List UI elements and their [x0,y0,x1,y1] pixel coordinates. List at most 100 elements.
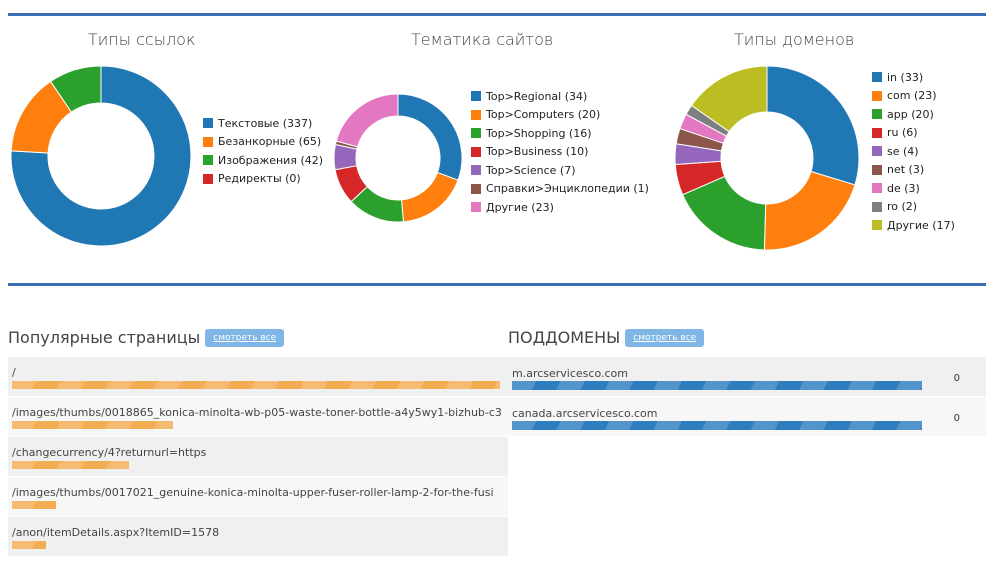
donut-slice [690,66,768,133]
popularity-bar [12,541,46,549]
legend-item: Другие (23) [471,198,649,217]
legend-label: Редиректы (0) [218,172,301,186]
legend-swatch [872,146,882,157]
subdomain-name[interactable]: m.arcservicesco.com [512,367,628,380]
legend-swatch [471,146,481,157]
legend-label: Другие (17) [887,218,955,232]
legend-label: Top>Science (7) [486,163,576,177]
legend-item: Top>Science (7) [471,161,649,180]
legend-item: Изображения (42) [203,151,323,170]
legend-label: de (3) [887,181,920,195]
legend-swatch [203,155,213,166]
legend-swatch [203,118,213,129]
legend-item: net (3) [872,161,955,180]
popular-pages-see-all-button[interactable]: смотреть все [205,328,285,347]
subdomain-name[interactable]: canada.arcservicesco.com [512,407,658,420]
site-topics-chart: Тематика сайтов Top>Regional (34) Top>Com… [330,26,660,276]
subdomains-table: m.arcservicesco.com 0 canada.arcservicesco… [508,357,986,437]
legend-label: Top>Shopping (16) [486,126,592,140]
domain-types-donut [675,66,859,250]
legend-label: Top>Business (10) [486,145,589,159]
donut-slice [763,170,856,250]
legend-label: com (23) [887,89,937,103]
page-path[interactable]: /images/thumbs/0017021_genuine-konica-mi… [12,486,494,499]
chart-title: Типы ссылок [88,30,196,49]
popularity-bar [12,421,173,429]
top-divider [8,13,986,16]
table-row[interactable]: m.arcservicesco.com 0 [508,357,986,397]
donut-slice [49,66,102,113]
legend-swatch [872,220,882,231]
domain-types-legend: in (33) com (23) app (20) ru (6) se (4) net (… [872,68,955,235]
legend-label: Другие (23) [486,200,554,214]
legend-swatch [203,136,213,147]
page-path[interactable]: /changecurrency/4?returnurl=https [12,446,207,459]
legend-item: ru (6) [872,124,955,143]
table-row[interactable]: /changecurrency/4?returnurl=https [8,437,508,477]
legend-swatch [872,127,882,138]
legend-swatch [471,165,481,176]
popularity-bar [12,381,500,389]
subdomains-see-all-button[interactable]: смотреть все [625,328,705,347]
legend-swatch [471,128,481,139]
chart-title: Тематика сайтов [411,30,554,49]
legend-swatch [872,90,882,101]
domain-types-chart: Типы доменов in (33) com (23) app (20) ru (… [660,26,990,276]
popularity-bar [12,461,129,469]
popularity-bar [12,501,56,509]
legend-swatch [872,72,882,83]
legend-swatch [872,183,882,194]
middle-divider [8,283,986,286]
table-row[interactable]: /images/thumbs/0018865_konica-minolta-wb… [8,397,508,437]
legend-label: ru (6) [887,126,918,140]
subdomain-bar [512,421,922,430]
donut-slice [335,94,399,148]
legend-item: Top>Regional (34) [471,87,649,106]
legend-item: Top>Business (10) [471,143,649,162]
site-topics-donut [334,94,462,222]
legend-swatch [471,183,481,194]
table-row[interactable]: /images/thumbs/0017021_genuine-konica-mi… [8,477,508,517]
legend-item: Справки>Энциклопедии (1) [471,180,649,199]
link-types-chart: Типы ссылок Текстовые (337) Безанкорные (… [0,26,330,276]
legend-swatch [471,109,481,120]
legend-swatch [872,164,882,175]
legend-item: de (3) [872,179,955,198]
site-topics-legend: Top>Regional (34) Top>Computers (20) Top>S… [471,87,649,217]
legend-label: in (33) [887,70,924,84]
legend-swatch [872,201,882,212]
legend-item: Безанкорные (65) [203,133,323,152]
legend-swatch [471,91,481,102]
subdomain-count: 0 [953,373,960,384]
legend-item: ro (2) [872,198,955,217]
page-path[interactable]: /anon/itemDetails.aspx?ItemID=1578 [12,526,220,539]
page-path[interactable]: /images/thumbs/0018865_konica-minolta-wb… [12,406,502,419]
legend-label: app (20) [887,107,934,121]
legend-item: Редиректы (0) [203,170,323,189]
table-row[interactable]: canada.arcservicesco.com 0 [508,397,986,437]
legend-label: Top>Regional (34) [486,89,588,103]
donut-slice [397,94,462,181]
page-path[interactable]: / [12,366,16,379]
legend-label: Справки>Энциклопедии (1) [486,182,649,196]
donut-slice [11,66,191,246]
legend-item: com (23) [872,87,955,106]
legend-item: Текстовые (337) [203,114,323,133]
table-row[interactable]: / [8,357,508,397]
table-row[interactable]: /anon/itemDetails.aspx?ItemID=1578 [8,517,508,557]
donut-slice [766,66,859,186]
chart-title: Типы доменов [734,30,855,49]
legend-label: Текстовые (337) [218,116,313,130]
popular-pages-header: Популярные страницы смотреть все [8,328,285,347]
popular-pages-table: / /images/thumbs/0018865_konica-minolta-w… [8,357,508,557]
legend-item: in (33) [872,68,955,87]
legend-item: app (20) [872,105,955,124]
popular-pages-title: Популярные страницы [8,328,201,347]
donut-slice [401,171,459,222]
legend-item: se (4) [872,142,955,161]
legend-label: net (3) [887,163,925,177]
link-types-donut [11,66,191,246]
subdomain-bar [512,381,922,390]
legend-swatch [872,109,882,120]
legend-item: Top>Shopping (16) [471,124,649,143]
